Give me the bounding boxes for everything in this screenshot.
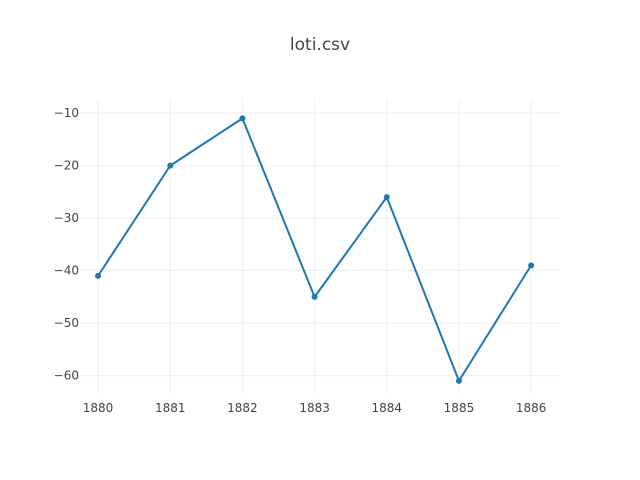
x-axis-tick-labels: 1880 1881 1882 1883 1884 1885 1886 xyxy=(83,401,547,415)
x-tick-label: 1884 xyxy=(371,401,402,415)
y-tick-label: −40 xyxy=(54,264,79,278)
y-tick-label: −20 xyxy=(54,159,79,173)
y-tick-label: −10 xyxy=(54,106,79,120)
x-tick-label: 1886 xyxy=(516,401,547,415)
data-point[interactable] xyxy=(95,272,102,279)
data-point[interactable] xyxy=(167,162,174,169)
x-tick-label: 1882 xyxy=(227,401,258,415)
x-tick-label: 1880 xyxy=(83,401,114,415)
chart-title: loti.csv xyxy=(290,35,350,55)
y-gridlines xyxy=(80,112,560,377)
data-point[interactable] xyxy=(383,194,390,201)
y-axis-tick-labels: −10 −20 −30 −40 −50 −60 xyxy=(54,106,79,383)
y-tick-label: −30 xyxy=(54,211,79,225)
data-point[interactable] xyxy=(311,293,318,300)
data-point[interactable] xyxy=(239,115,246,122)
x-tick-label: 1885 xyxy=(444,401,475,415)
data-point[interactable] xyxy=(455,377,462,384)
x-tick-label: 1883 xyxy=(299,401,330,415)
x-tick-label: 1881 xyxy=(155,401,186,415)
y-tick-label: −50 xyxy=(54,316,79,330)
series-layer xyxy=(95,115,535,384)
data-point[interactable] xyxy=(528,262,535,269)
x-gridlines xyxy=(97,100,532,394)
y-tick-label: −60 xyxy=(54,369,79,383)
